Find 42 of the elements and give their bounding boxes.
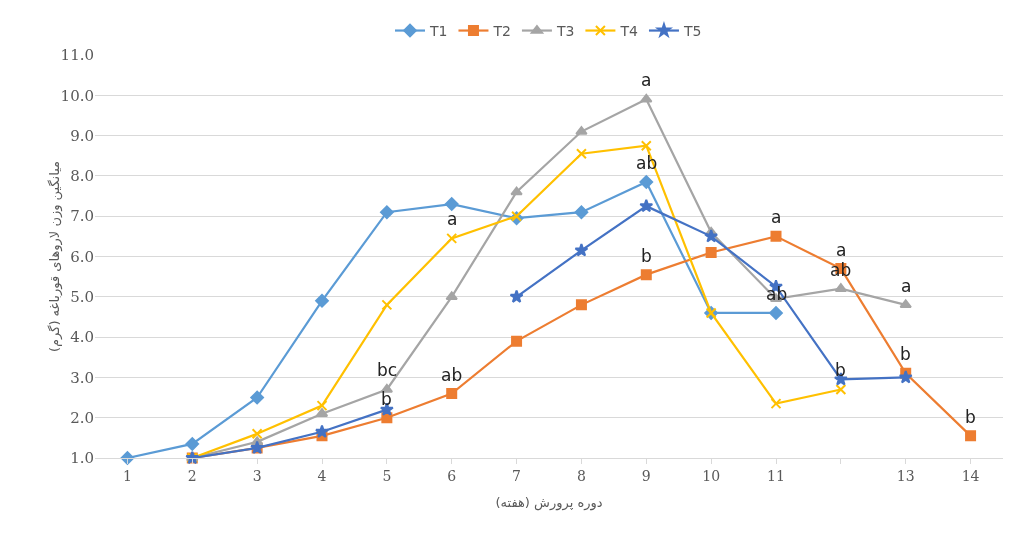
y-tick-label: 6.0 bbox=[70, 247, 94, 266]
y-tick-label: 3.0 bbox=[70, 368, 94, 387]
y-tick-label: 9.0 bbox=[70, 126, 94, 145]
annotation: a bbox=[901, 276, 912, 296]
legend-label: T1 bbox=[429, 23, 448, 39]
annotation: a bbox=[771, 207, 782, 227]
y-tick-label: 8.0 bbox=[70, 167, 94, 186]
legend-label: T2 bbox=[492, 23, 511, 39]
x-tick-label: 10 bbox=[702, 467, 721, 484]
y-tick-label: 4.0 bbox=[70, 328, 94, 347]
annotation: b bbox=[900, 344, 911, 364]
x-tick-label: 13 bbox=[896, 467, 915, 484]
x-tick-label: 1 bbox=[122, 467, 132, 484]
legend-label: T5 bbox=[682, 23, 702, 39]
annotation: a bbox=[447, 209, 458, 229]
annotation: bc bbox=[377, 360, 398, 380]
x-tick-label: 14 bbox=[961, 467, 980, 484]
annotation: b bbox=[965, 407, 976, 427]
y-tick-label: 2.0 bbox=[70, 408, 94, 427]
y-tick-label: 1.0 bbox=[70, 449, 94, 468]
x-axis-title: دوره پرورش (هفته) bbox=[495, 495, 603, 511]
annotation: a bbox=[836, 240, 847, 260]
y-tick-label: 10.0 bbox=[60, 86, 94, 105]
x-tick-label: 11 bbox=[767, 467, 785, 484]
annotation: b bbox=[641, 246, 652, 266]
x-tick-label: 2 bbox=[187, 467, 197, 484]
x-tick-label: 6 bbox=[447, 467, 457, 484]
y-axis-title: میانگین وزن لاروهای قورباغه (گرم) bbox=[47, 160, 63, 353]
legend-label: T3 bbox=[555, 23, 575, 39]
y-tick-label: 5.0 bbox=[70, 288, 94, 307]
annotation: ab bbox=[441, 365, 463, 385]
x-tick-label: 9 bbox=[641, 467, 651, 484]
x-tick-label: 7 bbox=[512, 467, 522, 484]
annotation: b bbox=[381, 389, 392, 409]
x-tick-label: 8 bbox=[576, 467, 586, 484]
x-tick-label: 3 bbox=[252, 467, 262, 484]
x-tick-label: 4 bbox=[317, 467, 327, 484]
y-tick-label: 11.0 bbox=[60, 46, 94, 65]
legend-label: T4 bbox=[619, 23, 638, 39]
y-tick-label: 7.0 bbox=[70, 207, 94, 226]
x-tick-label: 5 bbox=[382, 467, 392, 484]
annotation: a bbox=[641, 70, 652, 90]
